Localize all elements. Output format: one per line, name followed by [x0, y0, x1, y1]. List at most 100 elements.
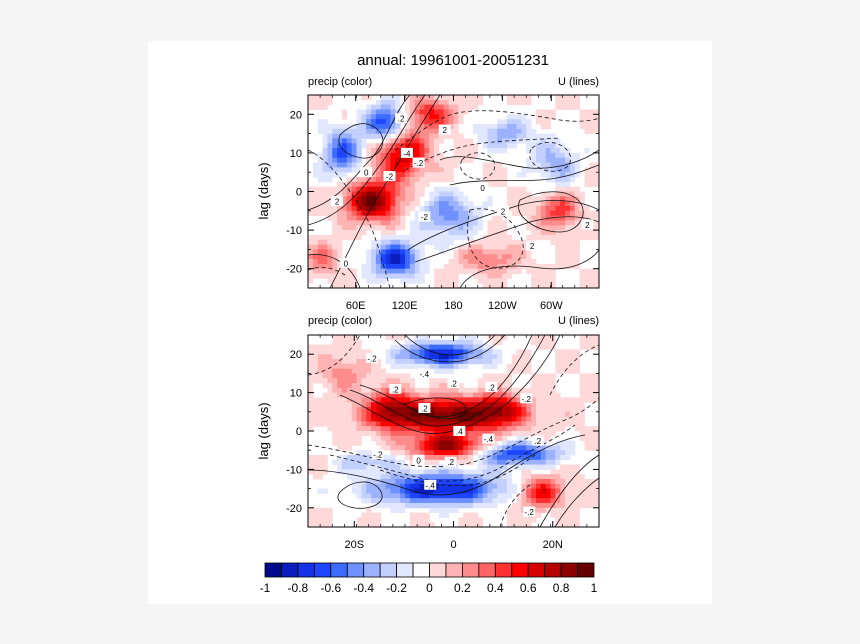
heat-cell [545, 177, 551, 183]
heat-cell [550, 177, 556, 183]
contour-label-box [418, 211, 431, 222]
heat-cell [371, 469, 377, 475]
heat-cell [434, 397, 440, 403]
heat-cell [531, 493, 537, 499]
heat-cell [565, 402, 571, 408]
heat-cell [555, 205, 561, 212]
heat-cell [371, 459, 377, 465]
heat-cell [569, 503, 576, 509]
heat-cell [419, 278, 425, 284]
heat-cell [317, 407, 323, 413]
heat-cell [516, 464, 522, 470]
heat-cell [594, 426, 599, 432]
heat-cell [482, 254, 488, 260]
heat-cell [492, 181, 498, 188]
contour-label: -.2 [524, 508, 534, 517]
heat-cell [477, 469, 483, 475]
heat-cell [516, 191, 522, 197]
heat-cell [414, 225, 420, 231]
heat-cell [419, 254, 425, 260]
heat-cell [565, 464, 571, 470]
heat-cell [385, 186, 391, 192]
heat-cell [477, 133, 483, 139]
heat-cell [569, 354, 576, 360]
heat-cell [472, 344, 479, 350]
heat-cell [453, 268, 459, 274]
heat-cell [516, 99, 522, 106]
heat-cell [434, 440, 440, 446]
heat-cell [526, 455, 532, 461]
heat-cell [550, 383, 556, 389]
heat-cell [550, 459, 556, 465]
heat-cell [375, 517, 382, 523]
heat-cell [405, 181, 411, 188]
contour-label: .4 [456, 428, 463, 437]
heat-cell [545, 109, 551, 115]
heat-cell [361, 373, 367, 379]
heat-cell [434, 123, 440, 130]
heat-cell [453, 157, 459, 163]
heat-cell [477, 99, 483, 106]
heat-cell [574, 416, 580, 422]
heat-cell [361, 397, 367, 403]
heat-cell [429, 114, 435, 120]
heat-cell [317, 421, 323, 427]
heat-cell [584, 373, 590, 379]
heat-cell [308, 378, 314, 384]
heat-cell [375, 162, 382, 168]
heat-cell [351, 177, 357, 183]
heat-cell [497, 479, 503, 485]
heat-cell [434, 167, 440, 173]
heat-cell [550, 148, 556, 154]
heat-cell [390, 426, 396, 432]
heat-cell [414, 426, 420, 432]
heat-cell [361, 205, 367, 212]
heat-cell [492, 469, 498, 475]
heat-cell [502, 383, 508, 389]
heat-cell [337, 464, 343, 470]
heat-cell [574, 167, 580, 173]
heat-cell [346, 283, 353, 288]
heat-cell [468, 225, 474, 231]
heat-cell [341, 268, 348, 274]
heat-cell [424, 157, 430, 163]
heat-cell [405, 498, 411, 504]
heat-cell [361, 186, 367, 192]
heat-cell [322, 411, 328, 417]
u-contour-line [337, 481, 383, 509]
heat-cell [429, 493, 435, 499]
heat-cell [405, 259, 411, 265]
heat-cell [521, 119, 527, 125]
heat-cell [521, 368, 527, 374]
heat-cell [535, 167, 542, 173]
heat-cell [371, 411, 377, 417]
heat-cell [375, 387, 382, 393]
heat-cell [395, 349, 401, 355]
heat-cell [385, 99, 391, 106]
heat-cell [395, 474, 401, 480]
heat-cell [341, 402, 348, 408]
heat-cell [361, 421, 367, 427]
heat-cell [395, 201, 401, 207]
heat-cell [502, 459, 508, 465]
heat-cell [594, 114, 599, 120]
heat-cell [317, 507, 323, 513]
heat-cell [419, 416, 425, 422]
heat-cell [409, 416, 416, 422]
heat-cell [511, 99, 517, 106]
heat-cell [487, 349, 493, 355]
heat-cell [492, 278, 498, 284]
heat-cell [569, 196, 576, 202]
heat-cell [565, 503, 571, 509]
heat-cell [472, 407, 479, 413]
heat-cell [492, 445, 498, 451]
heat-cell [371, 363, 377, 369]
heat-cell [555, 249, 561, 255]
heat-cell [550, 273, 556, 279]
heat-cell [337, 210, 343, 217]
heat-cell [434, 230, 440, 236]
heat-cell [356, 349, 362, 355]
heat-cell [521, 186, 527, 192]
heat-cell [361, 522, 367, 527]
heat-cell [594, 128, 599, 135]
